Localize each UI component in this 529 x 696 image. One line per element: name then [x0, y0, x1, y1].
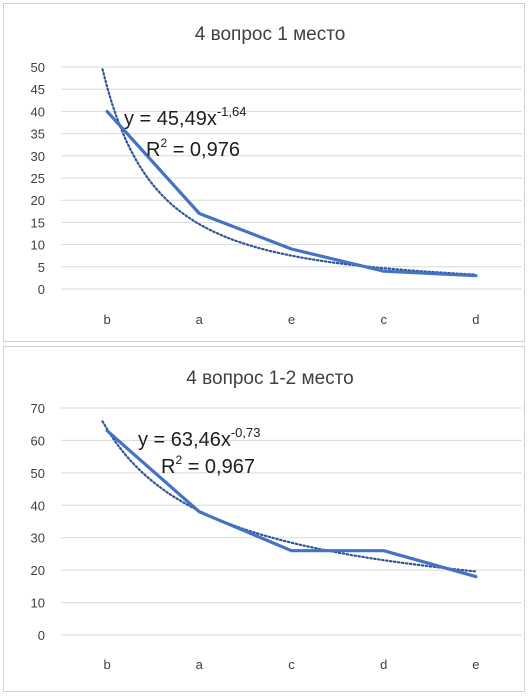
x-tick-label: d [472, 312, 479, 327]
chart-panel-2: 4 вопрос 1-2 место 0 10 20 30 40 50 60 70 b a c d e… [3, 346, 525, 692]
y-tick-label: 5 [38, 260, 45, 275]
chart-1-trend-equation: y = 45,49x-1,64 [124, 104, 246, 130]
chart-2-trendline [101, 420, 477, 573]
series-line [105, 109, 478, 278]
trendline-path [101, 420, 477, 573]
chart-2-title: 4 вопрос 1-2 место [186, 368, 353, 389]
y-tick-label: 45 [31, 82, 45, 97]
chart-1-title: 4 вопрос 1 место [195, 24, 346, 45]
y-tick-label: 10 [31, 596, 45, 611]
chart-2-gridlines [61, 407, 522, 636]
y-tick-label: 50 [31, 466, 45, 481]
chart-2-r-squared: R2 = 0,967 [161, 453, 255, 478]
y-tick-label: 70 [31, 401, 45, 416]
chart-panel-1: 4 вопрос 1 место 0 5 10 15 20 25 30 35 40 45 50 b a… [3, 3, 525, 342]
x-tick-label: a [196, 657, 204, 672]
y-tick-label: 20 [31, 193, 45, 208]
y-tick-label: 50 [31, 60, 45, 75]
chart-2-trend-equation: y = 63,46x-0,73 [138, 425, 260, 451]
chart-1-trendline [101, 68, 477, 276]
x-tick-label: e [288, 312, 295, 327]
y-tick-label: 15 [31, 215, 45, 230]
series-line [105, 429, 478, 579]
y-tick-label: 40 [31, 498, 45, 513]
y-tick-label: 30 [31, 531, 45, 546]
y-tick-label: 40 [31, 104, 45, 119]
x-tick-label: b [103, 657, 110, 672]
x-tick-label: e [472, 657, 479, 672]
chart-1-svg: 4 вопрос 1 место 0 5 10 15 20 25 30 35 40 45 50 b a… [31, 24, 522, 327]
x-tick-label: b [103, 312, 110, 327]
chart-1-gridlines [61, 66, 522, 290]
chart-1-y-axis: 0 5 10 15 20 25 30 35 40 45 50 [31, 60, 45, 297]
chart-2-svg: 4 вопрос 1-2 место 0 10 20 30 40 50 60 70 b a c d e… [31, 368, 522, 672]
chart-1-r-squared: R2 = 0,976 [146, 136, 240, 161]
x-tick-label: c [288, 657, 295, 672]
x-tick-label: a [196, 312, 204, 327]
y-tick-label: 25 [31, 171, 45, 186]
y-tick-label: 35 [31, 127, 45, 142]
y-tick-label: 30 [31, 149, 45, 164]
chart-2-series [105, 429, 478, 579]
y-tick-label: 0 [38, 282, 45, 297]
trendline-path [101, 68, 477, 276]
y-tick-label: 10 [31, 238, 45, 253]
x-tick-label: c [380, 312, 387, 327]
y-tick-label: 60 [31, 433, 45, 448]
chart-2-y-axis: 0 10 20 30 40 50 60 70 [31, 401, 45, 643]
chart-1-series [105, 109, 478, 278]
x-tick-label: d [380, 657, 387, 672]
y-tick-label: 20 [31, 563, 45, 578]
y-tick-label: 0 [38, 628, 45, 643]
